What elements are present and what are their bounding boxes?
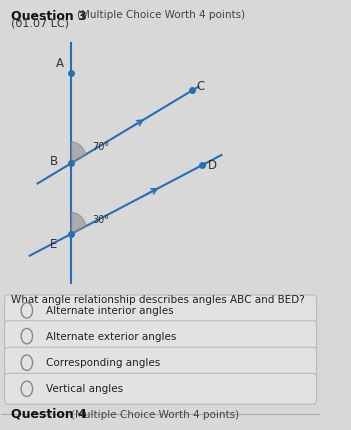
Text: A: A: [56, 57, 64, 70]
Text: What angle relationship describes angles ABC and BED?: What angle relationship describes angles…: [11, 294, 305, 304]
Wedge shape: [71, 142, 86, 164]
Text: Corresponding angles: Corresponding angles: [46, 357, 160, 367]
Text: 30°: 30°: [92, 214, 109, 224]
Text: (Multiple Choice Worth 4 points): (Multiple Choice Worth 4 points): [77, 10, 245, 20]
FancyBboxPatch shape: [5, 321, 317, 352]
Text: D: D: [207, 159, 217, 172]
Text: E: E: [50, 237, 58, 250]
Text: Question 3: Question 3: [11, 10, 86, 23]
Text: Alternate interior angles: Alternate interior angles: [46, 305, 174, 315]
FancyBboxPatch shape: [5, 347, 317, 378]
Text: Vertical angles: Vertical angles: [46, 384, 123, 393]
Text: (Multiple Choice Worth 4 points): (Multiple Choice Worth 4 points): [71, 409, 239, 419]
Text: (01.07 LC): (01.07 LC): [11, 18, 68, 28]
Text: C: C: [196, 80, 205, 92]
Wedge shape: [71, 213, 86, 234]
FancyBboxPatch shape: [5, 295, 317, 326]
Text: 70°: 70°: [92, 142, 109, 152]
Text: B: B: [50, 155, 58, 168]
Text: Question 4: Question 4: [11, 406, 87, 419]
FancyBboxPatch shape: [5, 374, 317, 404]
Text: Alternate exterior angles: Alternate exterior angles: [46, 331, 176, 341]
